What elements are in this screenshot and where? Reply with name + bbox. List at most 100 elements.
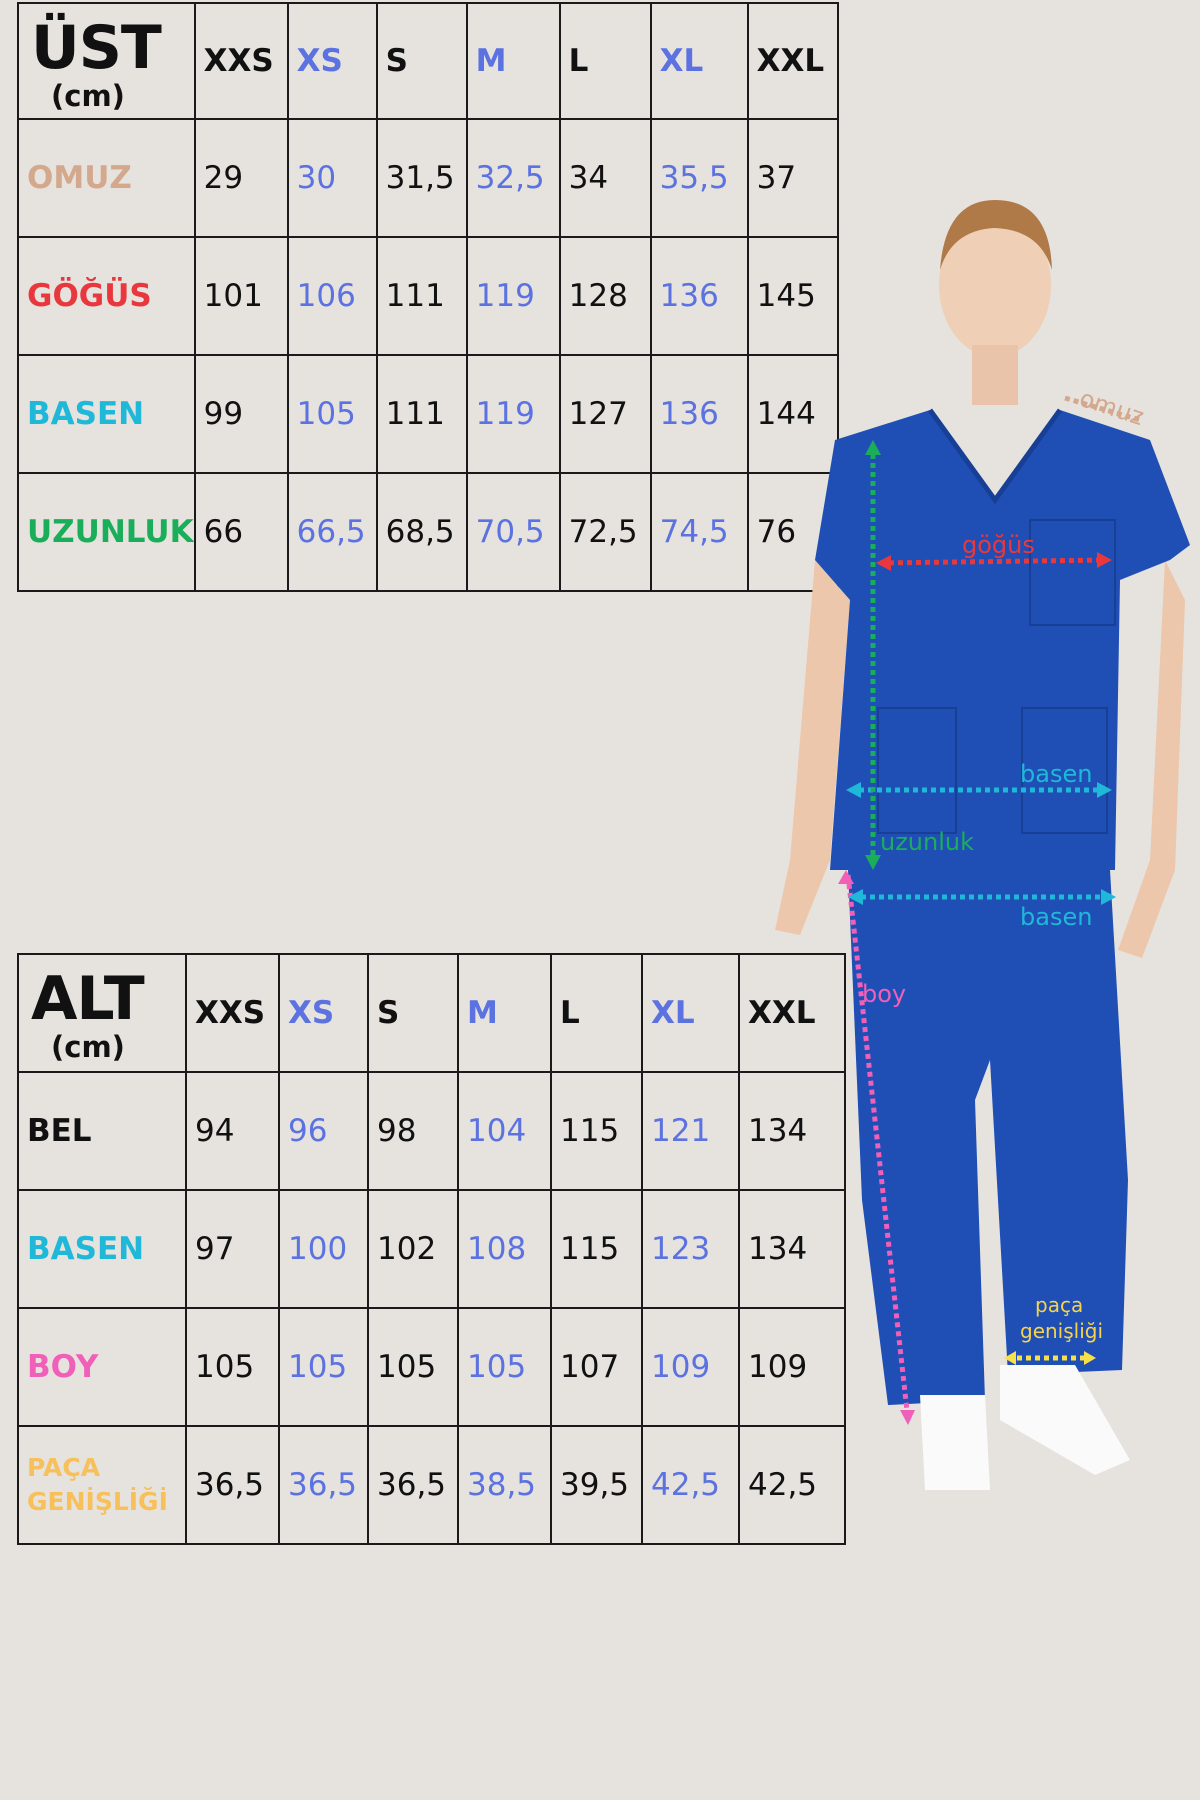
value-cell: 144 xyxy=(746,354,839,474)
top-size-table: ÜST (cm) XXS XS S M L XL XXL OMUZ 29 30 31,5… xyxy=(17,2,839,592)
value-cell: 74,5 xyxy=(649,472,749,592)
row-label-line: GENİŞLİĞİ xyxy=(27,1487,168,1516)
size-header: S xyxy=(367,953,459,1073)
bottom-size-table: ALT (cm) XXS XS S M L XL XXL BEL 94 96 98 104… xyxy=(17,953,846,1545)
value-cell: 98 xyxy=(367,1071,459,1191)
header-row: ALT (cm) XXS XS S M L XL XXL xyxy=(17,953,846,1073)
value-cell: 37 xyxy=(746,118,839,238)
unit-label: (cm) xyxy=(51,1030,125,1064)
left-shoe xyxy=(920,1395,990,1490)
row-label: BOY xyxy=(17,1307,187,1427)
measurement-row: BASEN 97 100 102 108 115 123 134 xyxy=(17,1189,846,1309)
gogus-line xyxy=(879,557,1109,566)
value-cell: 145 xyxy=(746,236,839,356)
value-cell: 102 xyxy=(367,1189,459,1309)
value-cell: 68,5 xyxy=(375,472,468,592)
size-header: L xyxy=(558,2,652,120)
value-cell: 108 xyxy=(457,1189,552,1309)
value-cell: 119 xyxy=(465,236,561,356)
pants xyxy=(848,870,1128,1405)
value-cell: 119 xyxy=(465,354,561,474)
value-cell: 115 xyxy=(550,1071,643,1191)
value-cell: 36,5 xyxy=(185,1425,280,1545)
size-header: XL xyxy=(649,2,749,120)
head xyxy=(939,213,1051,357)
size-header: XXL xyxy=(746,2,839,120)
left-pocket xyxy=(877,707,957,834)
table-title: ÜST xyxy=(31,13,162,83)
size-header: XXS xyxy=(193,2,289,120)
value-cell: 123 xyxy=(641,1189,740,1309)
size-header: L xyxy=(550,953,643,1073)
title-cell: ÜST (cm) xyxy=(17,2,196,120)
measurement-row: PAÇA GENİŞLİĞİ 36,5 36,5 36,5 38,5 39,5 42,5 42,… xyxy=(17,1425,846,1545)
value-cell: 134 xyxy=(738,1071,846,1191)
value-cell: 105 xyxy=(367,1307,459,1427)
measurement-row: BASEN 99 105 111 119 127 136 144 xyxy=(17,354,839,474)
value-cell: 31,5 xyxy=(375,118,468,238)
value-cell: 101 xyxy=(193,236,289,356)
row-label: BASEN xyxy=(17,1189,187,1309)
value-cell: 97 xyxy=(185,1189,280,1309)
row-label-line: PAÇA xyxy=(27,1453,101,1483)
row-label: OMUZ xyxy=(17,118,196,238)
size-header: XS xyxy=(286,2,378,120)
value-cell: 106 xyxy=(286,236,378,356)
scrub-top xyxy=(815,410,1190,870)
size-header: XS xyxy=(278,953,369,1073)
value-cell: 105 xyxy=(185,1307,280,1427)
row-label: PAÇA GENİŞLİĞİ xyxy=(17,1425,187,1545)
basen-bottom-label: basen xyxy=(1020,903,1092,931)
title-cell: ALT (cm) xyxy=(17,953,187,1073)
boy-line xyxy=(845,874,911,1421)
value-cell: 111 xyxy=(375,354,468,474)
value-cell: 96 xyxy=(278,1071,369,1191)
value-cell: 42,5 xyxy=(738,1425,846,1545)
value-cell: 34 xyxy=(558,118,652,238)
value-cell: 32,5 xyxy=(465,118,561,238)
value-cell: 107 xyxy=(550,1307,643,1427)
value-cell: 136 xyxy=(649,354,749,474)
row-label: UZUNLUK xyxy=(17,472,196,592)
value-cell: 111 xyxy=(375,236,468,356)
left-arm xyxy=(775,560,850,935)
value-cell: 105 xyxy=(457,1307,552,1427)
value-cell: 36,5 xyxy=(278,1425,369,1545)
size-header: XL xyxy=(641,953,740,1073)
value-cell: 30 xyxy=(286,118,378,238)
value-cell: 121 xyxy=(641,1071,740,1191)
table-title: ALT xyxy=(31,964,145,1034)
neck xyxy=(972,345,1018,405)
value-cell: 105 xyxy=(286,354,378,474)
size-header: M xyxy=(457,953,552,1073)
value-cell: 94 xyxy=(185,1071,280,1191)
value-cell: 66,5 xyxy=(286,472,378,592)
value-cell: 104 xyxy=(457,1071,552,1191)
value-cell: 109 xyxy=(641,1307,740,1427)
size-header: XXL xyxy=(738,953,846,1073)
right-pocket xyxy=(1021,707,1108,834)
unit-label: (cm) xyxy=(51,79,125,113)
value-cell: 29 xyxy=(193,118,289,238)
paca-label-1: paça xyxy=(1035,1293,1083,1317)
model-figure: omuz göğüs basen uzunluk basen boy paça … xyxy=(775,200,1190,1490)
value-cell: 70,5 xyxy=(465,472,561,592)
measurement-row: BEL 94 96 98 104 115 121 134 xyxy=(17,1071,846,1191)
value-cell: 128 xyxy=(558,236,652,356)
value-cell: 136 xyxy=(649,236,749,356)
right-shoe xyxy=(1000,1365,1130,1475)
row-label: BASEN xyxy=(17,354,196,474)
size-header: M xyxy=(465,2,561,120)
measurement-row: BOY 105 105 105 105 107 109 109 xyxy=(17,1307,846,1427)
uzunluk-label: uzunluk xyxy=(880,828,974,856)
value-cell: 127 xyxy=(558,354,652,474)
measurement-row: OMUZ 29 30 31,5 32,5 34 35,5 37 xyxy=(17,118,839,238)
value-cell: 66 xyxy=(193,472,289,592)
value-cell: 100 xyxy=(278,1189,369,1309)
value-cell: 35,5 xyxy=(649,118,749,238)
chest-pocket xyxy=(1029,519,1116,626)
boy-label: boy xyxy=(862,980,906,1008)
row-label: GÖĞÜS xyxy=(17,236,196,356)
value-cell: 105 xyxy=(278,1307,369,1427)
right-arm xyxy=(1118,560,1185,958)
